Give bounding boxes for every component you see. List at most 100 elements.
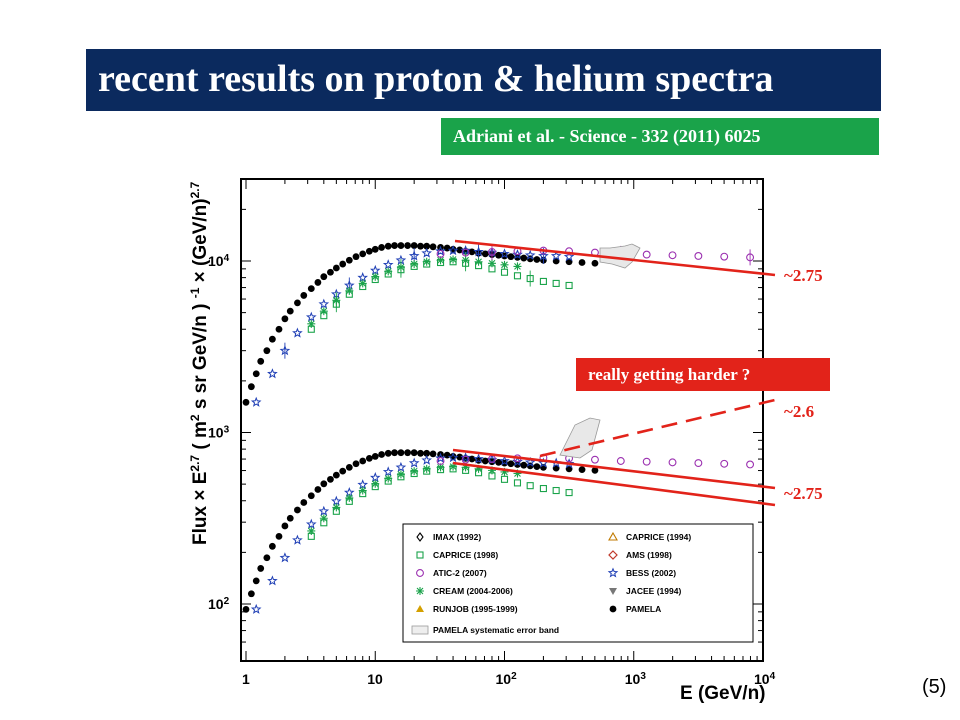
data-point (275, 532, 283, 540)
data-point (307, 492, 315, 500)
data-point (378, 451, 386, 458)
data-point (384, 449, 392, 457)
data-point (436, 463, 445, 472)
series-pamela (242, 242, 599, 406)
legend-label: IMAX (1992) (433, 532, 481, 542)
data-point (513, 469, 522, 478)
data-point (371, 453, 379, 460)
proton-index-label: ~2.75 (784, 266, 823, 285)
legend-label: CAPRICE (1994) (626, 532, 691, 542)
data-point (345, 497, 353, 505)
data-point (281, 522, 289, 530)
data-point (507, 253, 515, 261)
data-point (332, 503, 341, 512)
x-tick-label: 103 (625, 671, 647, 688)
data-point (345, 290, 353, 298)
data-point (513, 272, 522, 280)
data-point (499, 248, 510, 259)
data-point (382, 259, 394, 270)
data-point (475, 262, 483, 270)
data-point (268, 335, 276, 343)
data-point (320, 312, 328, 320)
data-point (345, 463, 353, 471)
data-point (746, 253, 755, 262)
data-point (397, 242, 405, 249)
data-point (538, 250, 549, 261)
data-point (578, 466, 586, 474)
legend-marker (411, 625, 429, 635)
data-point (252, 577, 260, 585)
data-point (410, 242, 418, 249)
data-point (268, 542, 276, 550)
x-tick-label: 10 (367, 671, 383, 687)
data-point (461, 455, 470, 464)
data-point (488, 247, 496, 256)
plot-frame (240, 178, 764, 662)
data-point (357, 271, 369, 283)
data-points (242, 242, 755, 614)
data-point (668, 251, 677, 260)
data-point (384, 242, 392, 250)
data-point (449, 255, 458, 264)
data-point (397, 266, 405, 274)
helium-hardening-label: ~2.6 (784, 402, 814, 421)
data-point (332, 507, 340, 515)
data-point (449, 465, 457, 473)
data-point (359, 490, 367, 498)
data-point (565, 247, 574, 256)
data-point (371, 245, 379, 253)
helium-index-label: ~2.75 (784, 484, 823, 503)
x-tick-label: 104 (754, 671, 776, 688)
data-point (365, 454, 373, 462)
data-point (292, 327, 303, 338)
legend-label: ATIC-2 (2007) (433, 568, 487, 578)
series-caprice-1998- (307, 255, 573, 333)
data-point (408, 250, 420, 261)
data-point (526, 275, 534, 283)
data-point (500, 260, 509, 269)
data-point (384, 270, 392, 278)
legend-marker (608, 550, 618, 560)
data-point (370, 471, 381, 483)
data-point (436, 256, 445, 265)
data-point (435, 452, 446, 463)
data-point (423, 242, 431, 250)
legend-marker (609, 605, 617, 613)
data-point (410, 449, 418, 457)
data-point (520, 461, 528, 469)
data-point (423, 260, 431, 268)
data-point (339, 467, 347, 475)
data-point (378, 244, 386, 251)
data-point (330, 495, 342, 506)
legend-marker (416, 532, 424, 542)
data-point (423, 449, 431, 457)
legend-label: BESS (2002) (626, 568, 676, 578)
data-point (591, 455, 599, 464)
data-point (539, 277, 547, 285)
data-point (384, 477, 392, 485)
legend-label: JACEE (1994) (626, 586, 681, 596)
data-point (357, 479, 369, 490)
data-point (694, 459, 703, 468)
pamela-syst-band (599, 243, 641, 269)
data-point (294, 299, 301, 307)
data-point (410, 469, 418, 478)
data-point (300, 292, 308, 299)
axis-ticks: 1 10 102 103 104 102 103 104 (208, 178, 776, 688)
data-point (500, 475, 509, 483)
data-point (461, 248, 470, 257)
data-point (421, 454, 433, 465)
helium-hardening-line (539, 398, 776, 458)
data-point (371, 483, 379, 491)
data-point (449, 462, 458, 471)
data-point (443, 244, 451, 252)
y-tick-label: 102 (208, 596, 230, 613)
data-point (436, 457, 445, 465)
data-point (365, 247, 373, 255)
data-point (314, 279, 322, 286)
data-point (359, 457, 367, 465)
data-point (327, 268, 334, 276)
data-point (417, 449, 424, 457)
data-point (524, 456, 536, 467)
data-point (279, 345, 291, 356)
